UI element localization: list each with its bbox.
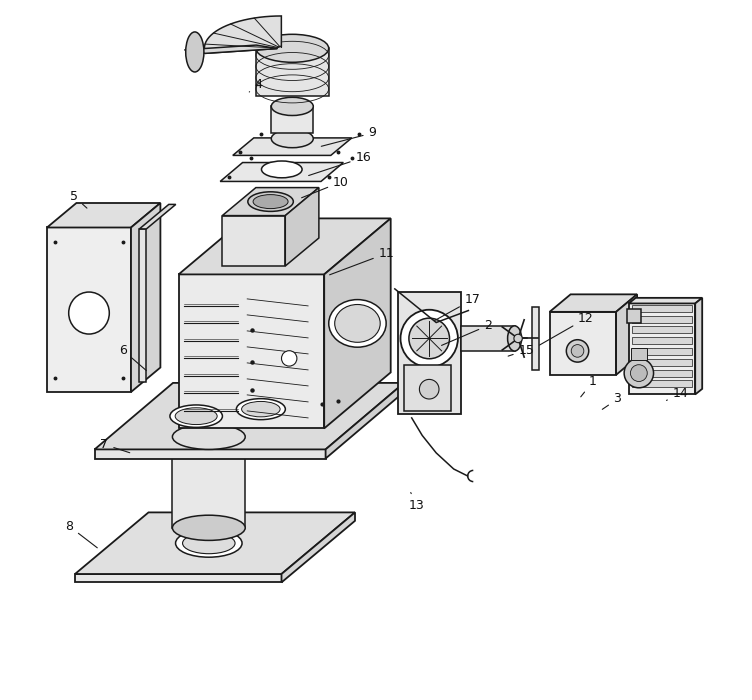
Polygon shape bbox=[179, 218, 391, 274]
Ellipse shape bbox=[508, 326, 522, 351]
Ellipse shape bbox=[329, 300, 386, 347]
Text: 3: 3 bbox=[602, 393, 621, 410]
Polygon shape bbox=[632, 380, 692, 387]
Polygon shape bbox=[233, 138, 352, 155]
Ellipse shape bbox=[420, 379, 439, 399]
Text: 7: 7 bbox=[101, 438, 130, 453]
Ellipse shape bbox=[175, 529, 242, 557]
Text: 13: 13 bbox=[409, 493, 424, 512]
Polygon shape bbox=[223, 188, 319, 216]
Polygon shape bbox=[398, 292, 461, 414]
Polygon shape bbox=[184, 45, 277, 53]
Polygon shape bbox=[271, 106, 314, 133]
Polygon shape bbox=[404, 365, 451, 411]
Polygon shape bbox=[172, 437, 245, 528]
Ellipse shape bbox=[241, 402, 280, 417]
Polygon shape bbox=[139, 229, 147, 382]
Text: 5: 5 bbox=[70, 190, 87, 208]
Polygon shape bbox=[47, 203, 160, 228]
Ellipse shape bbox=[236, 399, 285, 420]
FancyBboxPatch shape bbox=[631, 348, 647, 360]
Ellipse shape bbox=[68, 292, 109, 334]
Ellipse shape bbox=[409, 318, 450, 358]
Polygon shape bbox=[632, 370, 692, 377]
Polygon shape bbox=[75, 574, 281, 582]
Text: 10: 10 bbox=[302, 176, 349, 198]
Polygon shape bbox=[326, 383, 404, 458]
Ellipse shape bbox=[271, 130, 314, 148]
Polygon shape bbox=[179, 274, 324, 428]
Polygon shape bbox=[550, 312, 616, 375]
Ellipse shape bbox=[172, 424, 245, 449]
Ellipse shape bbox=[253, 195, 288, 209]
Text: 8: 8 bbox=[65, 520, 97, 548]
Ellipse shape bbox=[175, 407, 217, 424]
Polygon shape bbox=[95, 383, 404, 449]
Polygon shape bbox=[632, 316, 692, 323]
Ellipse shape bbox=[183, 533, 235, 554]
Polygon shape bbox=[532, 307, 539, 370]
Polygon shape bbox=[616, 294, 637, 375]
Polygon shape bbox=[629, 304, 695, 395]
Text: 16: 16 bbox=[308, 151, 371, 176]
Ellipse shape bbox=[271, 97, 314, 116]
Ellipse shape bbox=[248, 192, 293, 211]
Ellipse shape bbox=[624, 358, 653, 388]
Text: 11: 11 bbox=[329, 247, 394, 275]
Polygon shape bbox=[95, 449, 326, 459]
Text: 15: 15 bbox=[508, 344, 535, 356]
Ellipse shape bbox=[262, 161, 302, 178]
Polygon shape bbox=[324, 218, 391, 428]
Text: 2: 2 bbox=[441, 319, 492, 345]
Ellipse shape bbox=[172, 515, 245, 540]
Polygon shape bbox=[285, 188, 319, 266]
Text: 6: 6 bbox=[119, 344, 147, 370]
Polygon shape bbox=[75, 512, 355, 574]
Polygon shape bbox=[220, 162, 344, 181]
Ellipse shape bbox=[256, 34, 329, 62]
FancyBboxPatch shape bbox=[626, 309, 641, 323]
Polygon shape bbox=[47, 228, 131, 392]
Ellipse shape bbox=[572, 344, 584, 357]
Polygon shape bbox=[131, 203, 160, 392]
Ellipse shape bbox=[630, 365, 647, 382]
Polygon shape bbox=[632, 337, 692, 344]
Polygon shape bbox=[632, 305, 692, 312]
Ellipse shape bbox=[335, 304, 381, 342]
Polygon shape bbox=[695, 298, 702, 395]
Text: 1: 1 bbox=[581, 375, 597, 397]
Polygon shape bbox=[223, 216, 285, 266]
Text: 14: 14 bbox=[666, 387, 688, 400]
Polygon shape bbox=[632, 326, 692, 333]
Ellipse shape bbox=[186, 32, 204, 72]
Ellipse shape bbox=[401, 309, 458, 367]
Polygon shape bbox=[550, 294, 637, 312]
Polygon shape bbox=[632, 348, 692, 355]
Polygon shape bbox=[632, 359, 692, 366]
Polygon shape bbox=[205, 16, 281, 53]
Polygon shape bbox=[139, 204, 176, 229]
Polygon shape bbox=[629, 298, 702, 304]
Ellipse shape bbox=[281, 351, 297, 366]
Ellipse shape bbox=[566, 340, 589, 362]
Text: 4: 4 bbox=[250, 78, 262, 92]
Polygon shape bbox=[256, 48, 329, 96]
Text: 17: 17 bbox=[435, 293, 481, 321]
Text: 12: 12 bbox=[539, 312, 594, 345]
Text: 9: 9 bbox=[321, 127, 377, 146]
Ellipse shape bbox=[514, 334, 523, 342]
Polygon shape bbox=[461, 326, 514, 351]
Polygon shape bbox=[281, 512, 355, 582]
Ellipse shape bbox=[170, 405, 223, 427]
